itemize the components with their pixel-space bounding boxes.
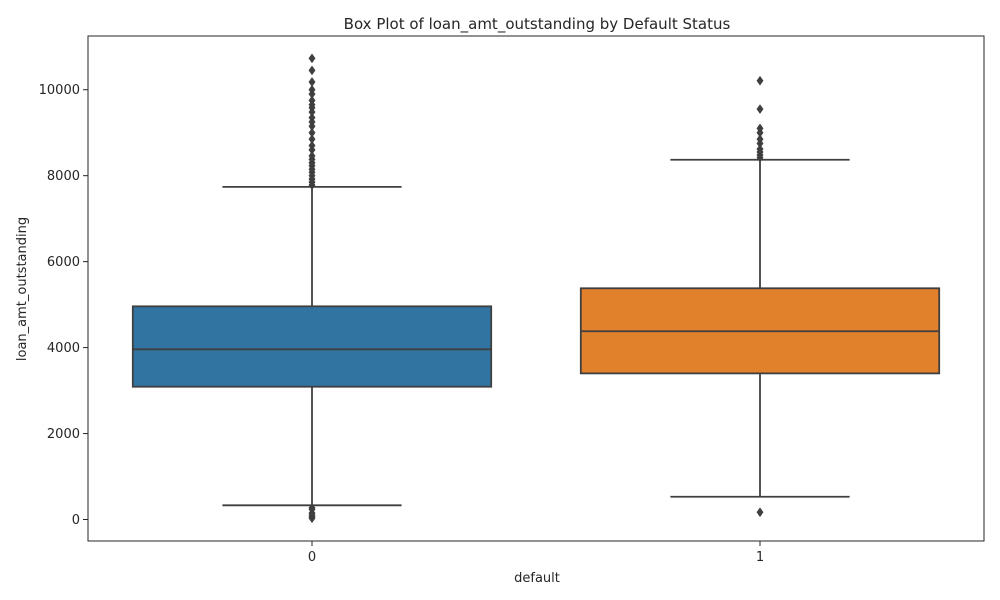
x-axis-label: default — [514, 571, 560, 586]
outlier-point — [308, 112, 316, 123]
outlier-point — [756, 144, 764, 154]
outlier-point — [308, 84, 316, 95]
box-group-0 — [131, 53, 493, 524]
outlier-point — [308, 150, 316, 161]
x-tick-label: 0 — [308, 550, 316, 565]
y-tick-label: 6000 — [47, 255, 80, 270]
plot-area — [131, 53, 941, 524]
y-tick-label: 4000 — [47, 341, 80, 356]
y-axis: 0 2000 4000 6000 8000 10000 — [39, 83, 88, 528]
outlier-point — [308, 502, 316, 513]
y-tick-label: 10000 — [39, 83, 80, 98]
outlier-point — [756, 104, 764, 114]
outlier-point — [308, 53, 316, 64]
y-tick-label: 8000 — [47, 169, 80, 184]
outlier-point — [756, 75, 764, 86]
iqr-box — [131, 305, 493, 388]
outlier-point — [756, 123, 764, 134]
outlier-point — [308, 127, 316, 138]
outlier-point — [308, 77, 316, 87]
outlier-point — [308, 134, 316, 145]
box-group-1 — [579, 75, 941, 518]
outlier-point — [308, 65, 316, 76]
axes-frame — [87, 35, 985, 542]
y-axis-label: loan_amt_outstanding — [15, 217, 30, 361]
outlier-point — [308, 140, 316, 151]
outlier-point — [756, 507, 764, 518]
y-tick-label: 2000 — [47, 427, 80, 442]
outlier-point — [756, 134, 764, 145]
chart-title: Box Plot of loan_amt_outstanding by Defa… — [344, 15, 731, 34]
x-tick-label: 1 — [756, 550, 764, 565]
outlier-point — [308, 95, 316, 106]
y-tick-label: 0 — [72, 513, 80, 528]
